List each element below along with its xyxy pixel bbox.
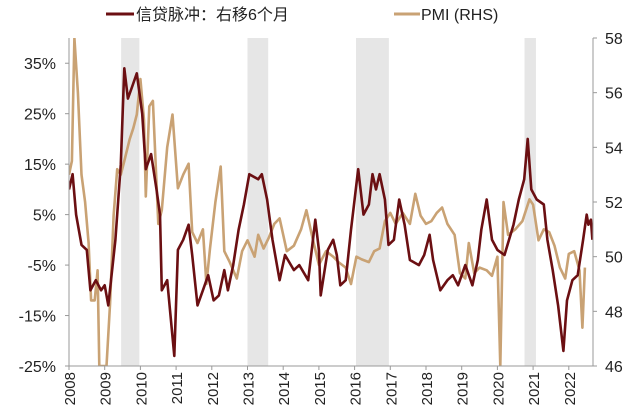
- right-tick-label: 58: [605, 31, 623, 48]
- credit-impulse-line: [69, 67, 593, 358]
- right-tick-label: 52: [605, 195, 623, 212]
- x-tick-label: 2010: [133, 372, 150, 405]
- x-tick-label: 2022: [562, 372, 579, 405]
- left-tick-label: -15%: [19, 309, 56, 326]
- x-tick-label: 2013: [241, 372, 258, 405]
- legend-label-pmi: PMI (RHS): [421, 7, 498, 24]
- left-tick-label: -25%: [19, 359, 56, 376]
- right-tick-label: 48: [605, 304, 623, 321]
- x-tick-label: 2018: [419, 372, 436, 405]
- x-tick-label: 2017: [383, 372, 400, 405]
- x-tick-label: 2012: [205, 372, 222, 405]
- x-tick-label: 2021: [526, 372, 543, 405]
- x-tick-label: 2011: [169, 372, 186, 404]
- right-tick-label: 56: [605, 86, 623, 103]
- x-tick-label: 2019: [455, 372, 472, 405]
- left-tick-label: 15%: [24, 157, 56, 174]
- x-tick-label: 2009: [98, 372, 115, 405]
- x-tick-label: 2014: [276, 372, 293, 405]
- shaded-periods: [121, 38, 536, 366]
- shaded-period: [247, 38, 269, 366]
- x-tick-label: 2008: [62, 372, 79, 405]
- x-tick-label: 2016: [348, 372, 365, 405]
- axes: 35% 25% 15% 5% -5% -15% -25% 58 56 54 52 50 48 46 2008…: [19, 31, 623, 405]
- left-tick-label: 25%: [24, 107, 56, 124]
- right-tick-label: 50: [605, 250, 623, 267]
- pmi-line: [69, 38, 587, 366]
- x-tick-label: 2015: [312, 372, 329, 405]
- legend: 信贷脉冲：右移6个月 PMI (RHS): [106, 6, 498, 24]
- legend-label-credit: 信贷脉冲：右移6个月: [136, 6, 289, 24]
- right-tick-label: 54: [605, 140, 623, 157]
- right-tick-label: 46: [605, 359, 623, 376]
- x-tick-label: 2020: [490, 372, 507, 405]
- left-tick-label: 35%: [24, 56, 56, 73]
- left-tick-label: 5%: [33, 208, 56, 225]
- left-tick-label: -5%: [28, 258, 56, 275]
